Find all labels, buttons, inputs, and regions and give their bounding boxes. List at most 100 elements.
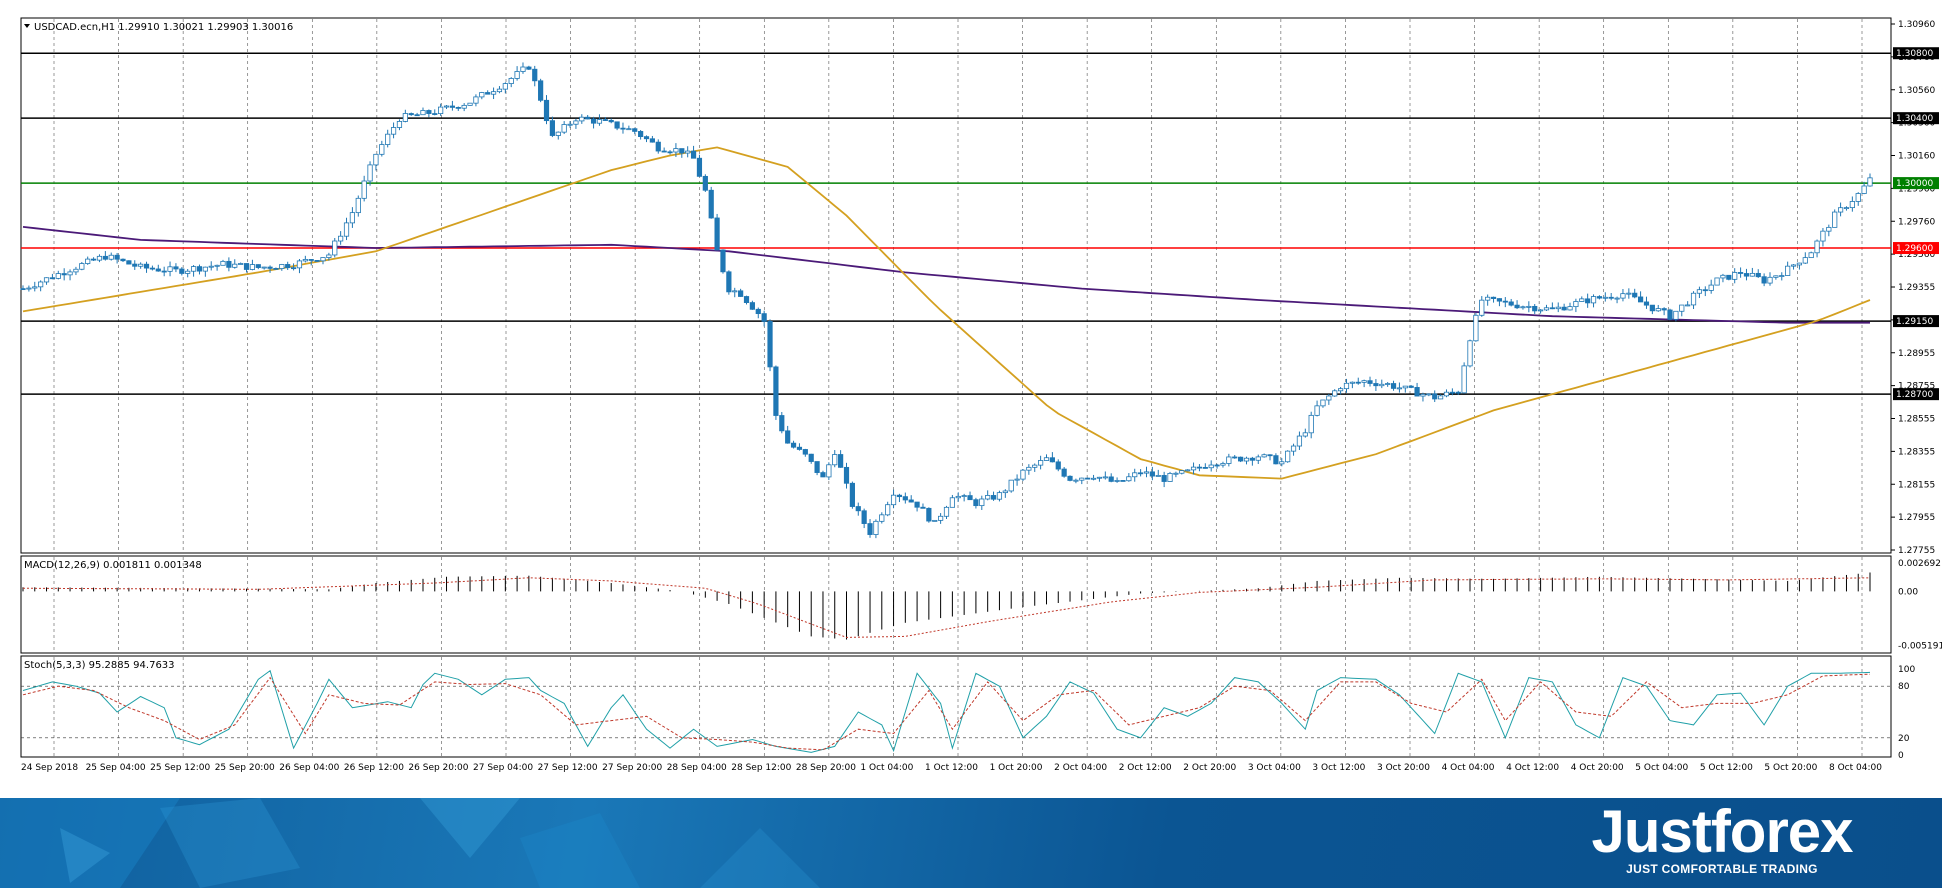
candle-bull: [138, 263, 144, 267]
candle-bear: [655, 141, 661, 152]
candle-bull: [938, 515, 944, 521]
time-tick-label: 4 Oct 20:00: [1571, 763, 1624, 773]
candle-bear: [20, 288, 26, 291]
price-level-tag: [1893, 242, 1939, 255]
time-tick-label: 3 Oct 12:00: [1312, 763, 1365, 773]
candle-bull: [561, 124, 567, 133]
candle-bull: [1114, 480, 1120, 482]
price-level-label: 1.28700: [1896, 390, 1933, 400]
time-tick-label: 28 Sep 04:00: [667, 763, 727, 773]
candle-bull: [1261, 454, 1267, 458]
time-tick-label: 24 Sep 2018: [21, 763, 78, 773]
candle-bull: [490, 91, 497, 95]
candle-bull: [1179, 470, 1185, 474]
macd-panel: MACD(12,26,9) 0.001811 0.001348 0.002692…: [20, 555, 1942, 654]
candle-bear: [120, 258, 126, 262]
collapse-triangle-icon[interactable]: [24, 24, 30, 28]
candle-bear: [538, 80, 544, 101]
candle-bull: [508, 78, 514, 84]
candle-bull: [573, 120, 579, 125]
candle-bull: [1832, 211, 1838, 228]
candle-bear: [1408, 385, 1414, 388]
candle-bull: [1185, 469, 1191, 472]
price-tick-label: 1.29960: [1898, 184, 1935, 194]
candle-bull: [555, 131, 561, 136]
candle-bear: [990, 495, 997, 500]
candle-bull: [1573, 301, 1579, 308]
time-tick-label: 25 Sep 12:00: [150, 763, 210, 773]
candle-bear: [149, 267, 156, 270]
candle-bear: [649, 138, 655, 143]
candle-bull: [79, 263, 85, 270]
candle-bear: [132, 263, 138, 267]
candle-bull: [202, 266, 208, 272]
candle-bull: [1520, 306, 1526, 309]
candle-bear: [608, 119, 614, 123]
candle-bull: [1790, 264, 1797, 267]
candle-bull: [1308, 414, 1314, 434]
candle-bull: [579, 116, 585, 122]
candle-bear: [1273, 455, 1279, 465]
price-tick-label: 1.29760: [1898, 217, 1935, 227]
candle-bull: [943, 506, 950, 517]
candle-bear: [243, 263, 250, 270]
brand-logo: Justforex JUST COMFORTABLE TRADING: [1562, 798, 1882, 888]
candle-bull: [43, 277, 50, 283]
candle-bull: [1861, 185, 1867, 194]
candle-bull: [626, 128, 632, 131]
candle-bull: [1379, 383, 1385, 387]
candle-bear: [849, 482, 855, 507]
candle-bear: [743, 296, 750, 303]
candle-bear: [779, 415, 785, 432]
symbol-header: USDCAD.ecn,H1 1.29910 1.30021 1.29903 1.…: [34, 22, 293, 33]
candle-bear: [902, 496, 908, 501]
candle-bear: [485, 92, 491, 95]
candle-bull: [402, 113, 408, 122]
candle-bull: [220, 260, 226, 266]
candle-bear: [1238, 456, 1244, 462]
candle-bear: [267, 266, 273, 269]
candle-bear: [532, 68, 538, 82]
candle-bear: [1661, 308, 1667, 311]
candle-bull: [1802, 257, 1808, 264]
stoch-tick-label: 20: [1898, 734, 1910, 744]
candle-bull: [238, 263, 244, 265]
candle-bear: [1214, 464, 1220, 467]
candle-bull: [1749, 272, 1755, 277]
candle-bull: [1785, 265, 1791, 276]
brand-banner: Justforex JUST COMFORTABLE TRADING: [0, 798, 1942, 888]
candle-bull: [1279, 461, 1285, 465]
price-level-label: 1.29150: [1896, 317, 1933, 327]
time-tick-label: 2 Oct 12:00: [1119, 763, 1172, 773]
candle-bull: [885, 504, 891, 516]
candle-bear: [1085, 477, 1091, 480]
candle-bull: [1314, 405, 1320, 416]
candle-bull: [343, 222, 350, 237]
candle-bull: [1208, 464, 1214, 469]
candle-bear: [708, 189, 714, 219]
candle-bull: [38, 281, 44, 288]
candle-bull: [961, 495, 967, 497]
price-tick-label: 1.27755: [1898, 546, 1935, 556]
candle-bull: [1038, 460, 1044, 466]
stoch-tick-label: 100: [1898, 665, 1915, 675]
candle-bull: [1226, 456, 1232, 464]
candle-bear: [1455, 391, 1461, 394]
time-tick-label: 4 Oct 12:00: [1506, 763, 1559, 773]
candle-bull: [1426, 393, 1432, 396]
main-panel: USDCAD.ecn,H1 1.29910 1.30021 1.29903 1.…: [20, 17, 1939, 556]
candle-bear: [1061, 468, 1067, 477]
candle-bull: [1332, 390, 1338, 397]
time-tick-label: 27 Sep 04:00: [473, 763, 533, 773]
candle-bull: [396, 121, 403, 128]
banner-decoration: [0, 798, 820, 888]
candle-bull: [1173, 472, 1179, 475]
candle-bear: [449, 105, 455, 108]
candle-bull: [1290, 445, 1297, 452]
price-level-tag: [1893, 388, 1939, 401]
candle-bear: [1632, 292, 1638, 298]
candle-bear: [761, 313, 767, 322]
stoch-d-line: [22, 673, 1871, 751]
candle-bear: [1108, 476, 1114, 482]
price-tick-label: 1.28555: [1898, 415, 1935, 425]
